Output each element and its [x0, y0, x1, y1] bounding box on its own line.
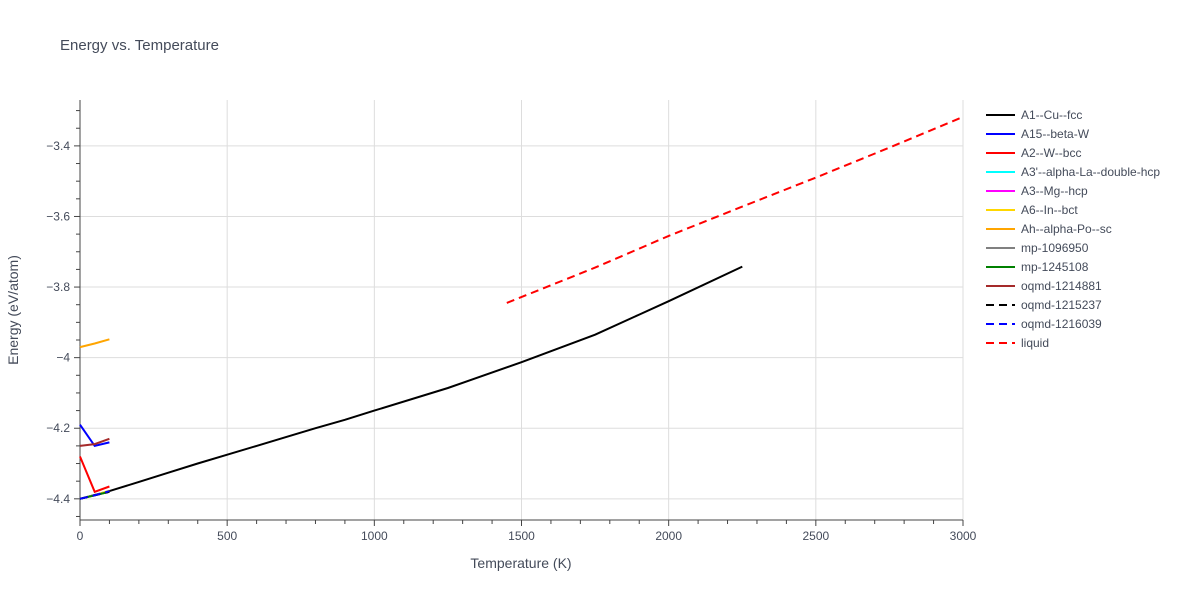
y-tick-label: −4: [56, 351, 70, 365]
legend-item[interactable]: oqmd-1214881: [986, 279, 1102, 293]
y-tick-label: −3.8: [46, 280, 70, 294]
series-line-oqmd-1216039: [79, 490, 110, 500]
y-tick-label: −3.4: [46, 139, 70, 153]
x-tick-label: 2000: [655, 529, 682, 543]
y-tick-label: −4.4: [46, 492, 70, 506]
legend-item[interactable]: A2--W--bcc: [986, 146, 1081, 160]
legend-label: Ah--alpha-Po--sc: [1021, 222, 1112, 236]
x-tick-label: 500: [217, 529, 237, 543]
legend-label: A2--W--bcc: [1021, 146, 1081, 160]
legend-item[interactable]: A3'--alpha-La--double-hcp: [986, 165, 1160, 179]
y-tick-label: −3.6: [46, 209, 70, 223]
legend-label: oqmd-1216039: [1021, 317, 1102, 331]
legend-label: A1--Cu--fcc: [1021, 108, 1082, 122]
series-layer: [79, 115, 964, 500]
legend-item[interactable]: mp-1245108: [986, 260, 1089, 274]
legend-item[interactable]: liquid: [986, 336, 1049, 350]
x-tick-label: 1500: [508, 529, 535, 543]
y-tick-label: −4.2: [46, 421, 70, 435]
series-line-liquid: [506, 115, 964, 304]
legend-item[interactable]: A6--In--bct: [986, 203, 1078, 217]
legend-label: mp-1096950: [1021, 241, 1089, 255]
legend-label: mp-1245108: [1021, 260, 1089, 274]
series-line-oqmd-1214881: [79, 437, 110, 447]
legend-label: A15--beta-W: [1021, 127, 1090, 141]
chart-title: Energy vs. Temperature: [60, 37, 219, 54]
legend-label: liquid: [1021, 336, 1049, 350]
legend-label: A6--In--bct: [1021, 203, 1078, 217]
legend-item[interactable]: A3--Mg--hcp: [986, 184, 1088, 198]
grid-layer: [80, 100, 964, 520]
legend-item[interactable]: oqmd-1215237: [986, 298, 1102, 312]
x-tick-label: 1000: [361, 529, 388, 543]
legend-item[interactable]: A1--Cu--fcc: [986, 108, 1082, 122]
series-line-a15-beta-w: [79, 424, 110, 448]
x-axis-title: Temperature (K): [470, 555, 571, 571]
y-axis-title: Energy (eV/atom): [5, 255, 21, 365]
legend-label: A3--Mg--hcp: [1021, 184, 1088, 198]
series-line-a2-w-bcc: [79, 456, 110, 494]
x-tick-label: 0: [77, 529, 84, 543]
legend-label: A3'--alpha-La--double-hcp: [1021, 165, 1160, 179]
tick-labels: 0 500 1000 1500 2000 2500 3000 −4.4 −4.2 −4 −3.8 −3…: [46, 139, 976, 543]
series-line-ah-alpha-po-sc: [79, 338, 110, 349]
x-tick-label: 2500: [802, 529, 829, 543]
legend[interactable]: A1--Cu--fcc A15--beta-W A2--W--bcc A3'--alp…: [986, 108, 1160, 350]
series-line-a1-cu-fcc: [79, 265, 743, 500]
axis-layer: [74, 100, 964, 526]
legend-label: oqmd-1214881: [1021, 279, 1102, 293]
legend-item[interactable]: oqmd-1216039: [986, 317, 1102, 331]
legend-item[interactable]: Ah--alpha-Po--sc: [986, 222, 1112, 236]
x-tick-label: 3000: [950, 529, 977, 543]
legend-label: oqmd-1215237: [1021, 298, 1102, 312]
legend-item[interactable]: mp-1096950: [986, 241, 1089, 255]
legend-item[interactable]: A15--beta-W: [986, 127, 1090, 141]
